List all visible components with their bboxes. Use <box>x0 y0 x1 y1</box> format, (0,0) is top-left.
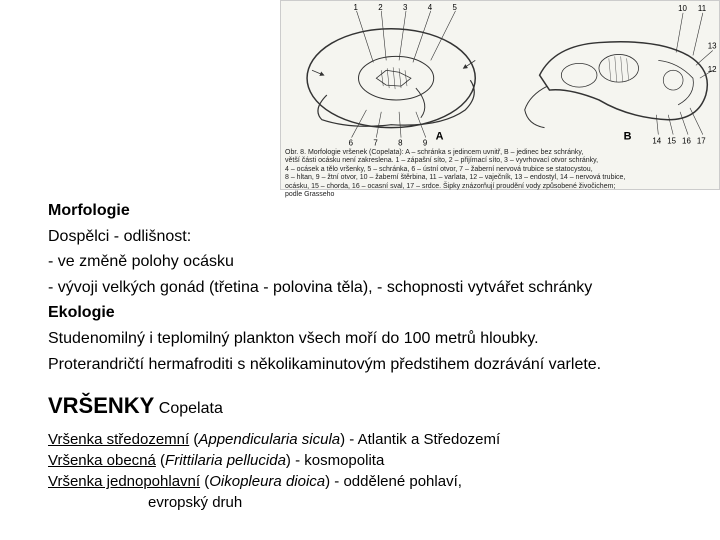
anatomy-figure: A B 1 2 3 4 <box>280 0 720 190</box>
text-line: Dospělci - odlišnost: <box>48 226 672 248</box>
text-line: - vývoji velkých gonád (třetina - polovi… <box>48 277 672 299</box>
svg-text:5: 5 <box>453 3 458 12</box>
figure-caption: Obr. 8. Morfologie vršenek (Copelata): A… <box>285 149 713 199</box>
slide-text: Morfologie Dospělci - odlišnost: - ve zm… <box>48 200 672 513</box>
svg-text:4: 4 <box>428 3 433 12</box>
species-rest: ) - oddělené pohlaví, <box>325 473 462 490</box>
heading-sub: Copelata <box>154 400 223 417</box>
species-name: Vršenka obecná <box>48 452 156 469</box>
caption-line: 8 – hltan, 9 – žtní otvor, 10 – žaberní … <box>285 174 713 182</box>
svg-text:7: 7 <box>373 138 377 147</box>
svg-text:17: 17 <box>697 136 706 145</box>
heading-main: VRŠENKY <box>48 393 154 418</box>
species-line-cont: evropský druh <box>148 492 672 513</box>
section-heading-morfologie: Morfologie <box>48 200 672 222</box>
svg-text:14: 14 <box>652 136 661 145</box>
species-rest: ) - kosmopolita <box>286 452 384 469</box>
caption-line: větší části ocásku není zakreslena. 1 – … <box>285 157 713 165</box>
species-line: Vršenka obecná (Frittilaria pellucida) -… <box>48 450 672 471</box>
caption-line: ocásku, 15 – chorda, 16 – ocasní sval, 1… <box>285 183 713 191</box>
svg-text:12: 12 <box>708 65 717 74</box>
svg-text:15: 15 <box>667 136 676 145</box>
svg-text:13: 13 <box>708 41 717 50</box>
species-rest: ) - Atlantik a Středozemí <box>340 431 500 448</box>
species-latin: Frittilaria pellucida <box>165 452 286 469</box>
text-line: Studenomilný i teplomilný plankton všech… <box>48 328 672 350</box>
svg-text:16: 16 <box>682 136 691 145</box>
main-heading: VRŠENKY Copelata <box>48 393 672 419</box>
svg-text:3: 3 <box>403 3 408 12</box>
species-line: Vršenka jednopohlavní (Oikopleura dioica… <box>48 471 672 492</box>
species-latin: Oikopleura dioica <box>209 473 325 490</box>
species-name: Vršenka středozemní <box>48 431 189 448</box>
svg-text:6: 6 <box>349 138 354 147</box>
species-line: Vršenka středozemní (Appendicularia sicu… <box>48 429 672 450</box>
svg-text:1: 1 <box>354 3 359 12</box>
svg-text:10: 10 <box>678 4 687 13</box>
text-line: - ve změně polohy ocásku <box>48 251 672 273</box>
section-heading-ekologie: Ekologie <box>48 302 672 324</box>
text-line: Proterandričtí hermafroditi s několikami… <box>48 354 672 376</box>
caption-line: Obr. 8. Morfologie vršenek (Copelata): A… <box>285 149 713 157</box>
figure-label-a: A <box>436 131 444 143</box>
species-name: Vršenka jednopohlavní <box>48 473 200 490</box>
svg-text:9: 9 <box>423 138 428 147</box>
caption-line: 4 – ocásek a tělo vršenky, 5 – schránka,… <box>285 166 713 174</box>
svg-text:8: 8 <box>398 138 403 147</box>
svg-text:11: 11 <box>698 4 707 13</box>
species-latin: Appendicularia sicula <box>198 431 340 448</box>
caption-line: podle Grasseho <box>285 191 713 199</box>
svg-text:2: 2 <box>378 3 382 12</box>
figure-label-b: B <box>624 131 632 143</box>
